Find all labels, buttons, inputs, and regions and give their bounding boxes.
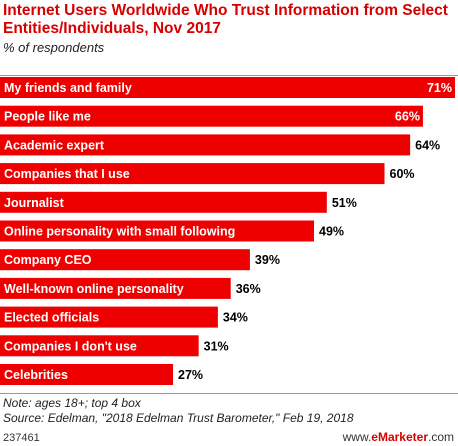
bar-group: People like me 66%: [0, 105, 423, 127]
brand-suffix: .com: [427, 430, 454, 444]
bar-category-label: Elected officials: [4, 311, 99, 325]
bar-chart: My friends and family 71% People like me 66…: [0, 77, 455, 385]
bar: [0, 249, 250, 271]
bar-value-label: 36%: [236, 282, 261, 296]
chart-source: Source: Edelman, "2018 Edelman Trust Bar…: [3, 411, 354, 425]
bar-group: Journalist 51%: [0, 191, 357, 213]
bar-category-label: Companies that I use: [4, 167, 130, 181]
bar-group: Well-known online personality 36%: [0, 277, 261, 299]
bar-group: Online personality with small following 4…: [0, 220, 344, 242]
bar: [0, 105, 423, 127]
chart-subtitle: % of respondents: [3, 40, 105, 55]
bar-group: Company CEO 39%: [0, 249, 280, 271]
chart-note: Note: ages 18+; top 4 box: [3, 396, 141, 410]
bar: [0, 277, 231, 299]
brand-logo: www.eMarketer.com: [343, 430, 454, 444]
bar-category-label: Online personality with small following: [4, 225, 235, 239]
bar-value-label: 60%: [390, 167, 415, 181]
bar-group: Elected officials 34%: [0, 306, 248, 328]
bar-category-label: Well-known online personality: [4, 282, 184, 296]
bar-group: Companies I don't use 31%: [0, 335, 229, 357]
bar-category-label: Journalist: [4, 196, 65, 210]
bar-group: Academic expert 64%: [0, 134, 440, 156]
chart-title: Internet Users Worldwide Who Trust Infor…: [3, 2, 448, 37]
bar: [0, 335, 199, 357]
bar-value-label: 71%: [427, 81, 452, 95]
bar: [0, 77, 455, 98]
bar-value-label: 66%: [395, 110, 420, 124]
bar-value-label: 27%: [178, 368, 203, 382]
chart-id: 237461: [3, 432, 40, 444]
bar-value-label: 49%: [319, 225, 344, 239]
bar-category-label: Companies I don't use: [4, 339, 137, 353]
bar-category-label: Academic expert: [4, 138, 105, 152]
bar: [0, 191, 327, 213]
bar: [0, 306, 218, 328]
bar-value-label: 31%: [204, 339, 229, 353]
bar-value-label: 34%: [223, 311, 248, 325]
bar: [0, 364, 174, 385]
bar: [0, 163, 385, 185]
bottom-rule: [0, 393, 458, 394]
brand-prefix: www.: [342, 430, 372, 444]
bar: [0, 220, 315, 242]
bar-value-label: 64%: [415, 138, 440, 152]
bar-category-label: Celebrities: [4, 368, 68, 382]
bar-group: Companies that I use 60%: [0, 163, 415, 185]
bar: [0, 134, 411, 156]
top-rule: [0, 75, 458, 76]
bar-value-label: 39%: [255, 253, 280, 267]
brand-name: eMarketer: [371, 430, 428, 444]
bar-category-label: People like me: [4, 110, 91, 124]
bar-category-label: Company CEO: [4, 253, 92, 267]
bar-group: Celebrities 27%: [0, 364, 203, 385]
bar-group: My friends and family 71%: [0, 77, 455, 98]
bar-category-label: My friends and family: [4, 81, 132, 95]
bar-value-label: 51%: [332, 196, 357, 210]
